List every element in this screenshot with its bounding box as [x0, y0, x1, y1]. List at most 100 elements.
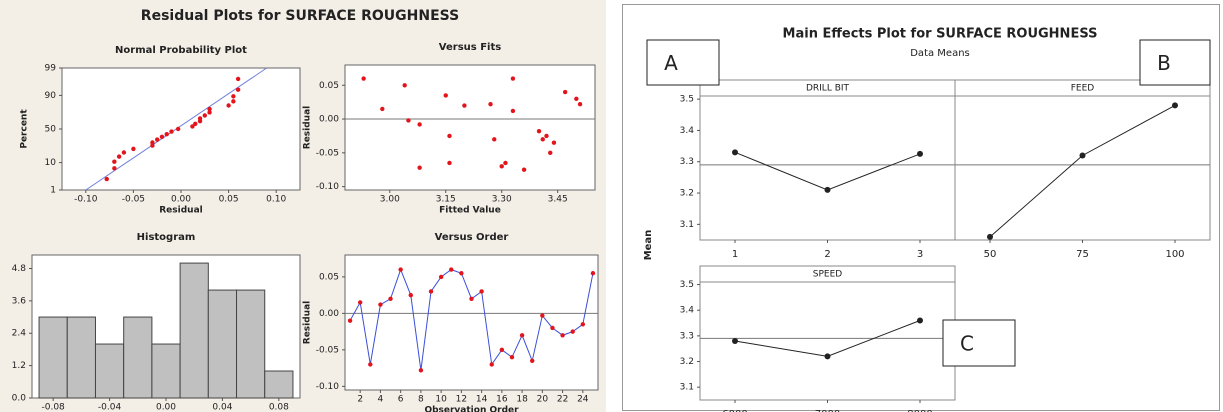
point [548, 150, 553, 156]
point [438, 274, 444, 280]
annotation-box [1139, 39, 1211, 86]
x-tick-label: 12 [456, 395, 467, 405]
x-tick-label: 18 [516, 395, 528, 405]
point [406, 118, 411, 123]
y-tick-label: 10 [45, 158, 57, 168]
plot-area [699, 95, 956, 241]
point [231, 99, 236, 104]
point [1079, 152, 1086, 159]
annotation-label: A [664, 51, 678, 75]
y-axis-label: Residual [303, 301, 313, 344]
y-tick-label: 1 [50, 186, 56, 196]
point [510, 108, 516, 114]
subplot-title: Normal Probability Plot [115, 45, 247, 56]
point [551, 140, 557, 145]
bar [151, 343, 181, 399]
point [417, 122, 422, 127]
point [347, 318, 353, 323]
annotation-box [942, 319, 1016, 367]
panel-title: SPEED [813, 270, 843, 280]
y-tick-label: 0.00 [319, 309, 339, 319]
y-tick-label: 3.2 [680, 189, 694, 199]
point [570, 329, 575, 334]
y-tick-label: 50 [45, 125, 57, 135]
y-tick-label: 3.5 [680, 280, 694, 290]
point [503, 160, 508, 166]
x-tick-label: 3 [917, 249, 923, 260]
x-tick-label: 20 [537, 395, 549, 405]
annotation-label: B [1157, 51, 1171, 75]
x-tick-label: 6000 [722, 409, 747, 412]
point [917, 150, 923, 157]
x-tick-label: 0.05 [219, 195, 239, 205]
point [590, 271, 596, 276]
x-tick-label: 0.04 [212, 403, 232, 412]
point [521, 167, 527, 172]
bar [66, 316, 96, 399]
point [536, 129, 542, 134]
x-tick-label: 7000 [815, 409, 840, 412]
x-tick-label: 14 [476, 395, 488, 405]
x-tick-label: 16 [496, 395, 508, 405]
y-tick-label: 0.0 [12, 394, 27, 404]
point [562, 89, 568, 95]
y-tick-label: 1.2 [12, 361, 26, 371]
x-tick-label: 22 [557, 395, 568, 405]
point [235, 76, 241, 82]
x-tick-label: 0.10 [266, 195, 286, 205]
point [917, 317, 923, 324]
point [197, 116, 203, 121]
y-tick-label: 3.5 [680, 95, 694, 105]
point [492, 137, 497, 142]
point [155, 137, 160, 142]
x-axis-label: Fitted Value [439, 206, 501, 216]
point [131, 146, 136, 152]
point [447, 133, 452, 139]
point [112, 159, 117, 164]
point [388, 296, 393, 301]
x-tick-label: 75 [1076, 249, 1089, 260]
point [459, 271, 464, 276]
y-tick-label: 0.05 [319, 272, 339, 282]
point [530, 358, 535, 364]
point [402, 83, 407, 88]
y-tick-label: 0.05 [319, 81, 339, 91]
point [428, 289, 434, 294]
x-tick-label: 1 [732, 249, 738, 260]
x-tick-label: -0.05 [122, 195, 145, 205]
panel-title: DRILL BIT [806, 84, 850, 94]
annotation-box [646, 39, 720, 86]
point [499, 347, 505, 353]
x-tick-label: 24 [577, 395, 589, 405]
point [226, 103, 231, 108]
point [462, 103, 467, 108]
point [550, 325, 555, 331]
point [824, 186, 831, 193]
point [159, 134, 165, 140]
x-tick-label: 3.30 [492, 195, 512, 205]
point [175, 126, 181, 132]
x-tick-label: 10 [435, 395, 447, 405]
point [193, 121, 198, 126]
x-tick-label: 0.08 [269, 403, 289, 412]
y-tick-label: -0.05 [316, 148, 339, 158]
x-tick-label: 8 [418, 395, 424, 405]
x-tick-label: 100 [1165, 249, 1184, 260]
point [580, 322, 586, 327]
point [231, 94, 236, 99]
point [987, 233, 993, 240]
point [169, 129, 174, 134]
figure-title: Main Effects Plot for SURFACE ROUGHNESS [783, 27, 1098, 42]
bar [179, 262, 209, 399]
x-tick-label: 0.00 [156, 403, 176, 412]
y-tick-label: 3.6 [12, 296, 27, 306]
y-tick-label: 3.2 [680, 357, 694, 367]
point [560, 333, 565, 338]
subplot-title: Histogram [137, 232, 196, 243]
figure-subtitle: Data Means [910, 48, 970, 59]
point [378, 302, 383, 307]
annotation-label: C [960, 332, 974, 356]
y-tick-label: 3.3 [680, 157, 694, 167]
x-tick-label: 6 [398, 395, 404, 405]
